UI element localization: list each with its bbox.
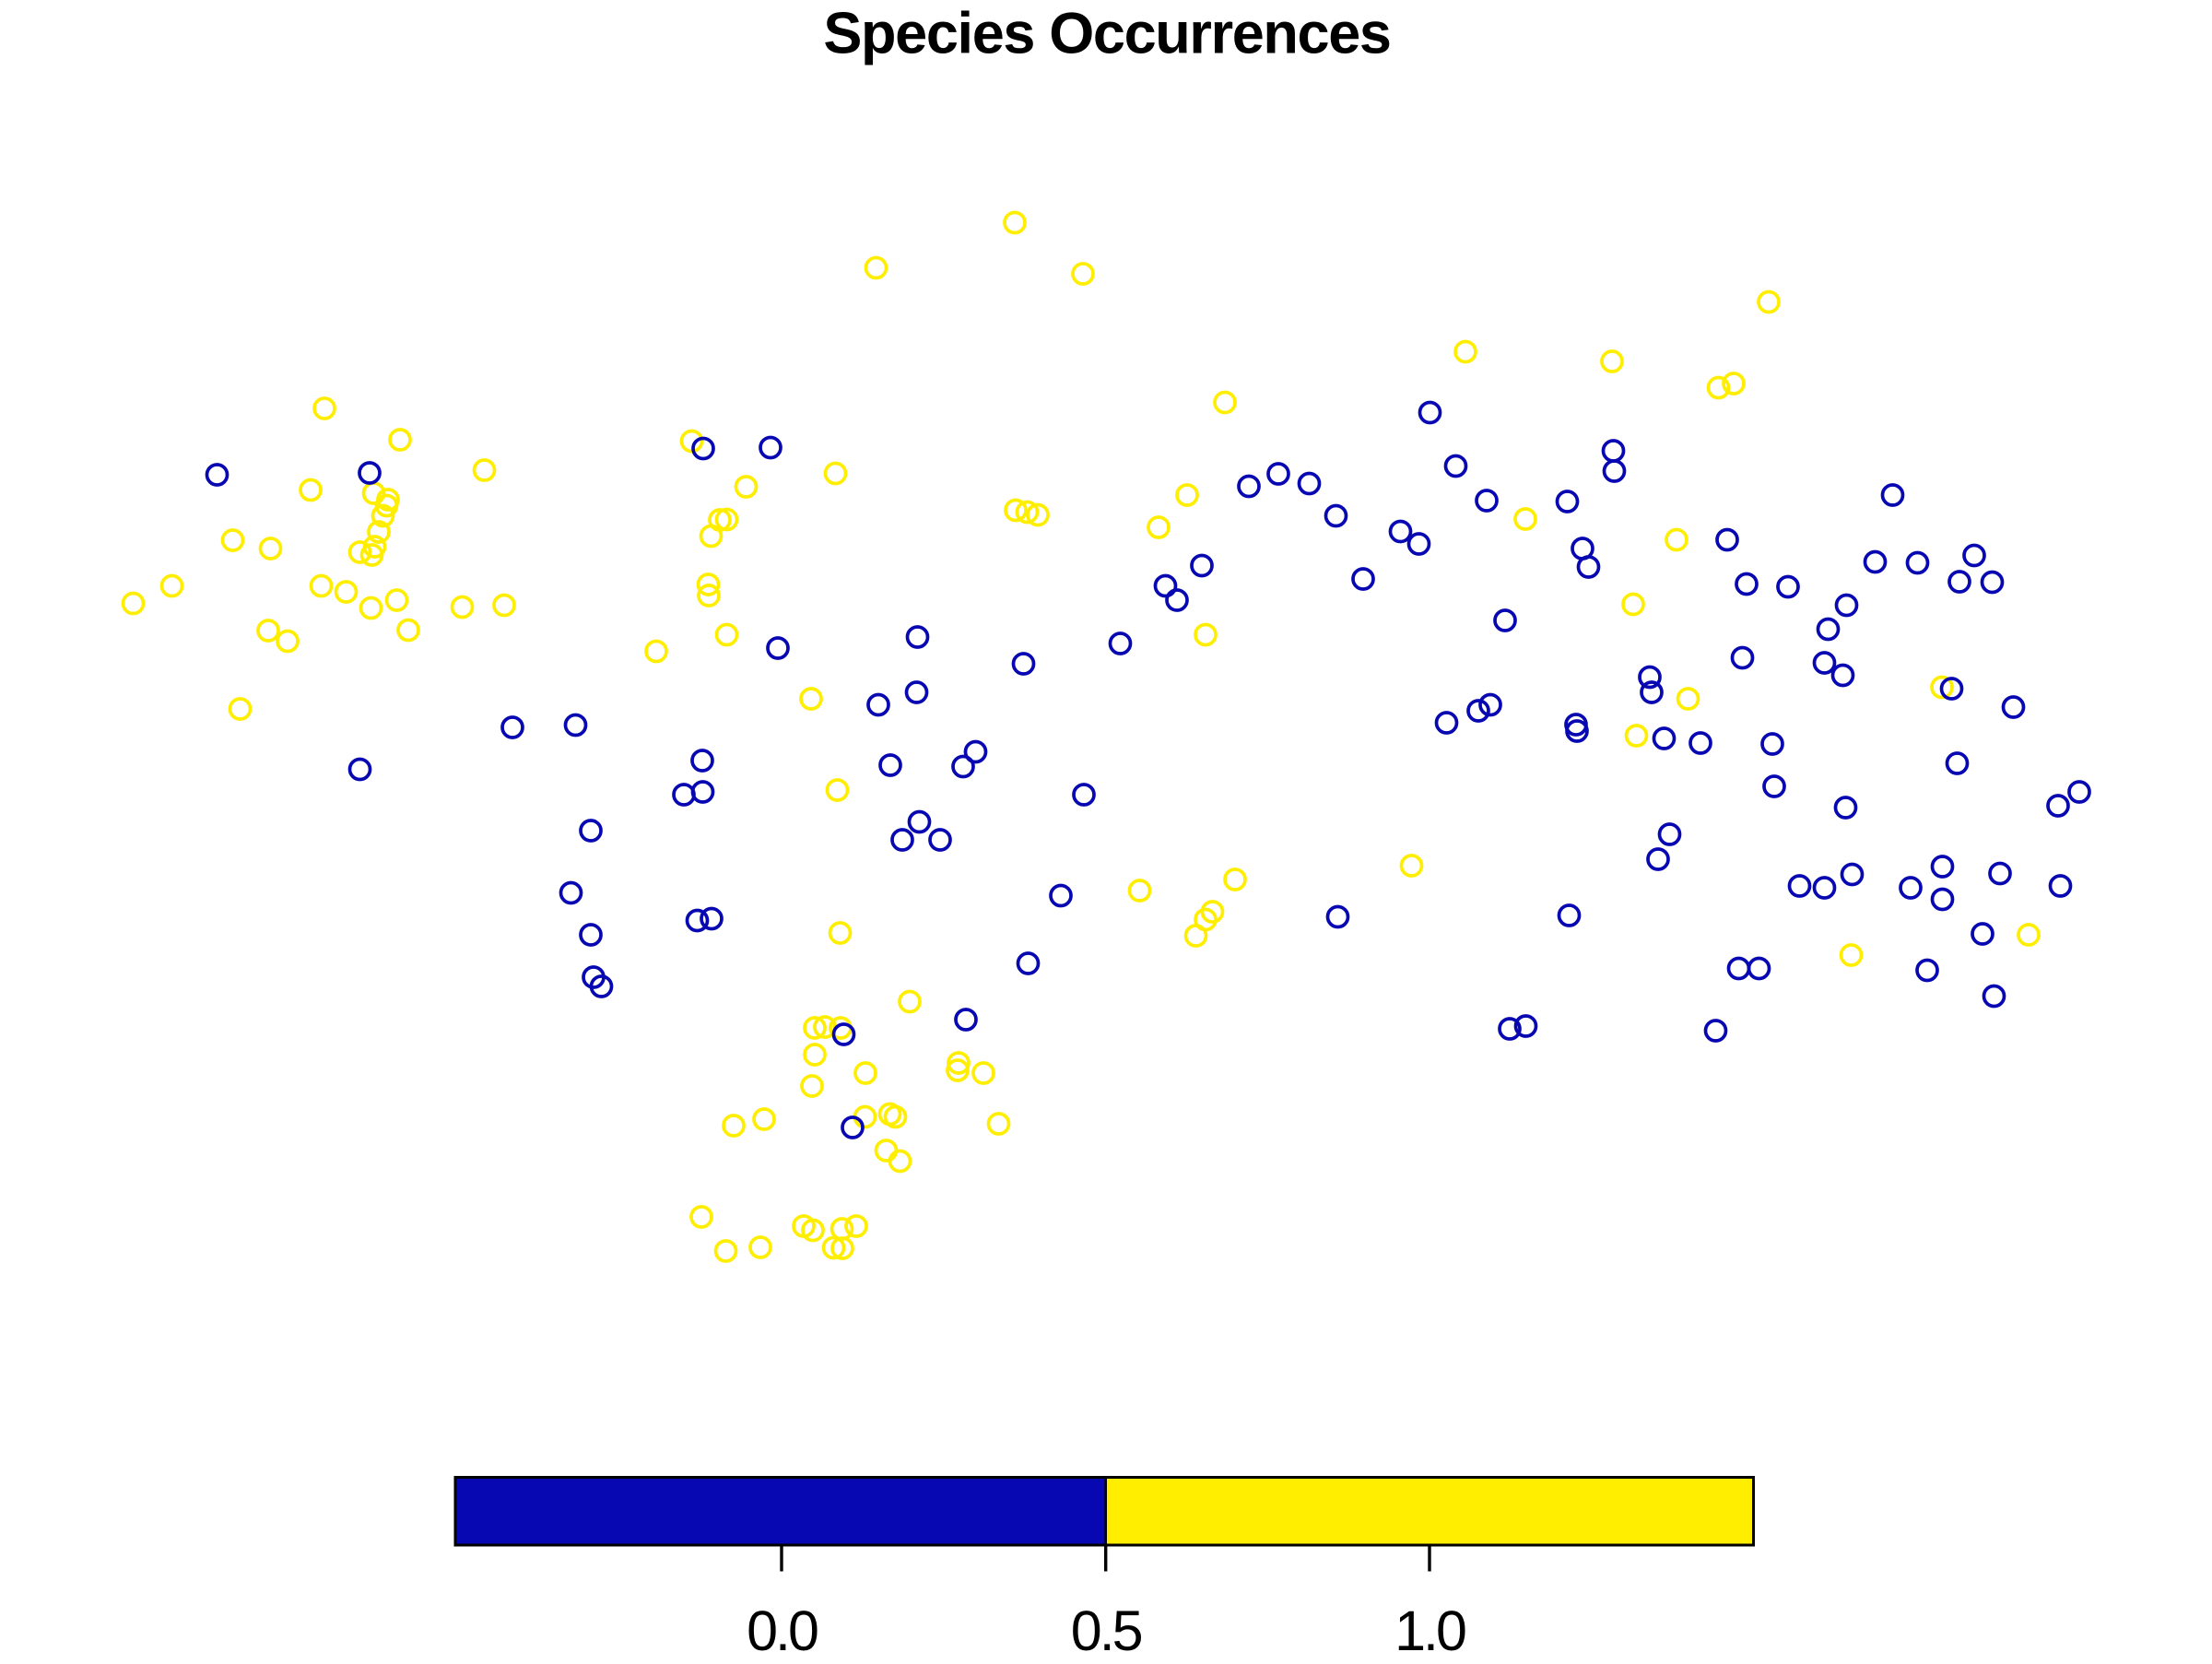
svg-text:0.0: 0.0	[747, 1599, 818, 1659]
svg-text:0.5: 0.5	[1071, 1599, 1142, 1659]
svg-text:1.0: 1.0	[1394, 1599, 1465, 1659]
svg-text:Species Occurrences: Species Occurrences	[823, 2, 1390, 66]
